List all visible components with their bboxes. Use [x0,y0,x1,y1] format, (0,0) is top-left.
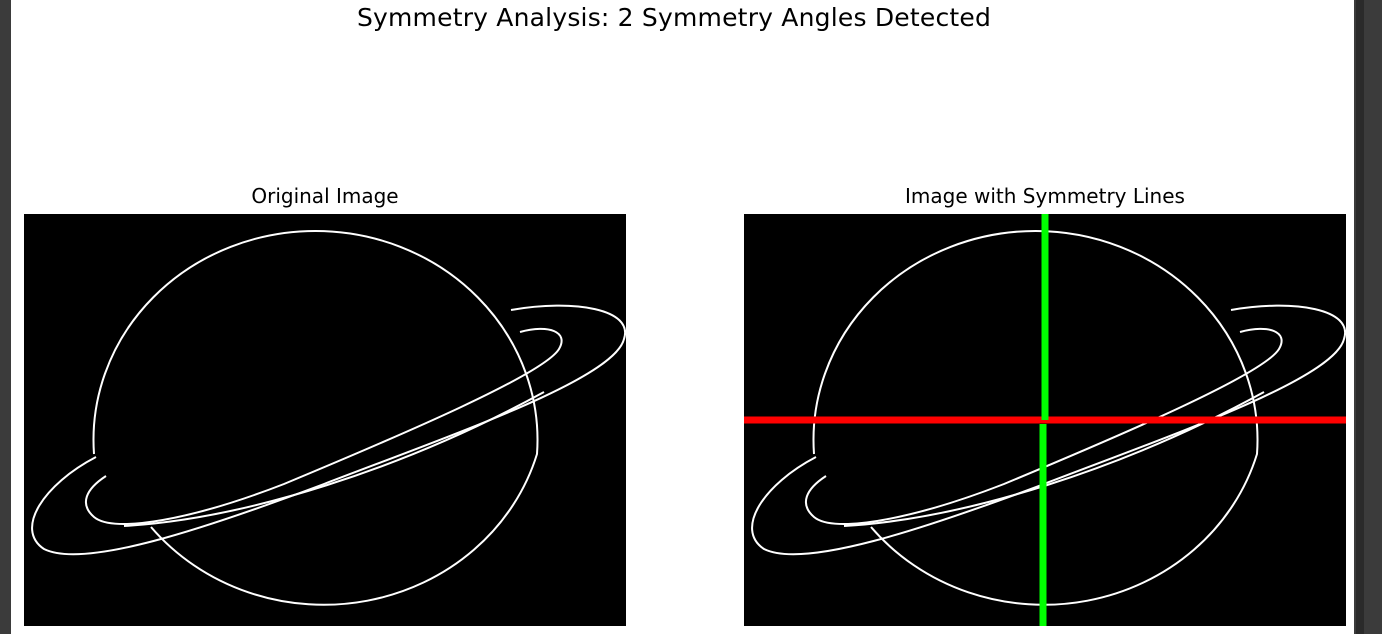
panel-title-symmetry: Image with Symmetry Lines [905,184,1185,208]
planet-outline-with-lines [744,214,1346,626]
planet-outline-image [31,230,626,606]
panel-original-image [24,214,626,626]
window-scroll-edge[interactable] [1354,0,1382,634]
ring-front-edge [843,391,1265,527]
ring-outer-outline [31,304,626,556]
planet-sphere-outline [92,230,539,606]
figure-canvas: Symmetry Analysis: 2 Symmetry Angles Det… [11,0,1354,634]
ring-front-edge [123,391,545,527]
panel-symmetry-image [744,214,1346,626]
ring-inner-outline [84,327,563,526]
panel-title-original: Original Image [251,184,399,208]
scrollbar-track[interactable] [1356,0,1364,634]
ring-outer-outline [751,304,1346,556]
ring-inner-outline [804,327,1283,526]
figure-suptitle: Symmetry Analysis: 2 Symmetry Angles Det… [356,3,992,32]
